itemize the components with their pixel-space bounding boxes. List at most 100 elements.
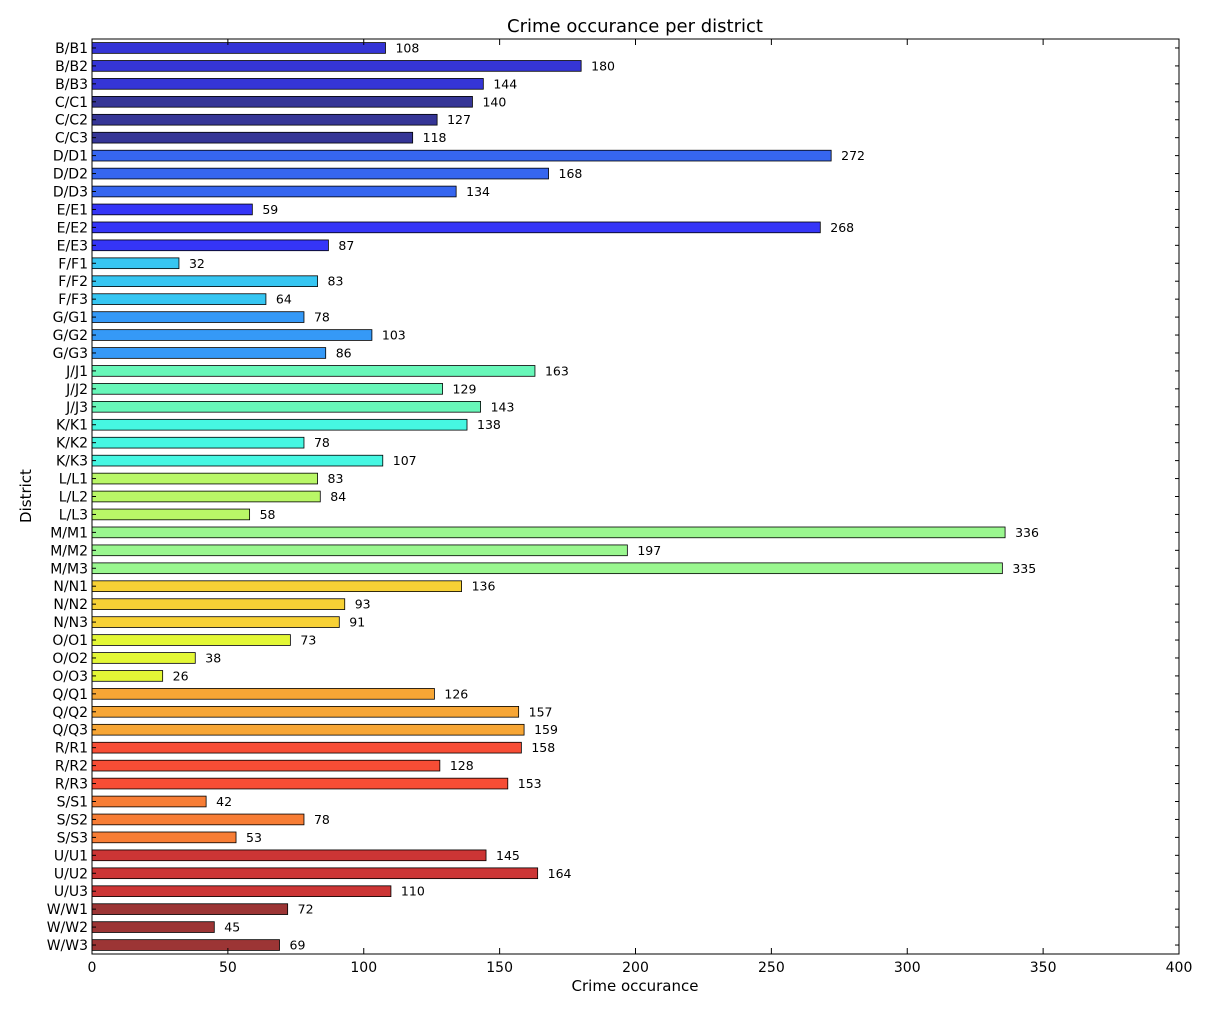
bar-value-label: 91 [349,615,365,630]
bar-value-label: 83 [328,471,344,486]
y-tick-label: C/C1 [55,95,88,111]
bar-value-label: 153 [518,776,542,791]
y-tick-label: W/W1 [47,902,88,918]
bar-value-label: 129 [453,381,477,396]
y-tick-label: K/K3 [56,454,88,470]
bar-s-s2 [91,813,305,826]
y-tick-label: Q/Q2 [52,705,88,721]
y-tick-label: M/M2 [50,543,88,559]
bar-k-k3 [91,454,384,467]
bar-r-r2 [91,759,441,772]
bar-d-d3 [91,185,457,198]
bar-w-w3 [91,939,280,951]
bar-value-label: 138 [477,417,501,432]
bar-value-label: 78 [314,812,330,827]
bar-value-label: 143 [491,399,515,414]
chart-title: Crime occurance per district [507,16,763,37]
y-tick-label: S/S3 [57,830,88,846]
bar-f-f1 [91,257,180,270]
bar-b-b3 [91,78,484,90]
bar-value-label: 78 [314,310,330,325]
bar-e-e2 [91,221,821,234]
bar-value-label: 86 [336,345,352,360]
bar-value-label: 134 [466,184,490,199]
bar-n-n2 [91,598,346,610]
bar-q-q3 [91,723,525,736]
bar-k-k2 [91,436,305,449]
bar-w-w1 [91,903,289,915]
bar-c-c1 [91,96,473,108]
y-tick-label: F/F3 [58,292,88,308]
y-tick-label: U/U3 [54,884,88,900]
bar-d-d2 [91,167,549,180]
y-tick-label: N/N2 [53,597,88,613]
x-tick-label: 200 [622,960,649,976]
y-tick-label: G/G2 [53,328,88,344]
bar-value-label: 180 [591,58,615,73]
bar-o-o3 [91,670,164,682]
y-tick-label: U/U1 [54,848,88,864]
bars-group [91,42,1006,951]
bar-f-f3 [91,293,267,305]
bar-value-label: 268 [830,220,854,235]
y-tick-label: L/L3 [59,507,88,523]
y-axis-label: District [17,469,35,523]
bar-value-label: 32 [189,256,205,271]
bar-u-u2 [91,867,539,880]
y-tick-label: F/F1 [58,256,88,272]
x-tick-label: 0 [88,960,97,976]
y-tick-label: J/J3 [65,400,88,416]
bar-r-r1 [91,741,522,754]
bar-value-label: 53 [246,830,262,845]
bar-l-l3 [91,508,251,521]
bar-value-label: 108 [395,40,419,55]
y-tick-label: Q/Q1 [52,687,88,703]
bar-value-label: 73 [300,633,316,648]
bar-l-l2 [91,490,321,503]
bar-g-g3 [91,347,327,359]
y-tick-label: E/E3 [57,238,88,254]
y-tick-label: U/U2 [54,866,88,882]
bar-n-n3 [91,616,340,628]
x-axis-ticks: 0 50 100 150 200 250 300 350 400 [88,39,1193,976]
y-tick-label: Q/Q3 [52,723,88,739]
bar-value-label: 335 [1012,561,1036,576]
y-tick-label: W/W2 [47,920,88,936]
bar-value-label: 84 [330,489,346,504]
x-tick-label: 300 [894,960,921,976]
bar-g-g1 [91,311,305,323]
y-tick-label: N/N3 [53,615,88,631]
y-tick-label: R/R1 [55,741,88,757]
bar-value-label: 197 [637,543,661,558]
y-tick-label: R/R2 [55,759,88,775]
bar-value-label: 158 [531,740,555,755]
bar-value-label: 69 [290,938,306,953]
y-tick-label: G/G3 [53,346,88,362]
bar-s-s3 [91,831,237,844]
y-tick-label: E/E1 [57,202,88,218]
x-axis-label: Crime occurance [572,977,699,995]
bar-value-label: 157 [529,704,553,719]
y-tick-label: O/O3 [52,669,88,685]
y-tick-label: D/D2 [53,167,88,183]
x-tick-label: 400 [1166,960,1193,976]
bar-value-label: 58 [260,507,276,522]
bar-value-label: 159 [534,722,558,737]
bar-value-label: 145 [496,848,520,863]
bar-e-e1 [91,203,253,216]
y-axis-ticks: B/B1 B/B2 B/B3 C/C1 C/C2 C/C3 D/D1 D/D2 D/D3E/E1… [47,41,1179,954]
y-tick-label: K/K2 [56,436,88,452]
bar-value-label: 272 [841,148,865,163]
bar-value-label: 93 [355,597,371,612]
bar-u-u1 [91,849,487,862]
bar-j-j2 [91,383,443,395]
bar-e-e3 [91,239,329,252]
bar-r-r3 [91,777,509,790]
y-tick-label: B/B1 [55,41,88,57]
bar-value-label: 127 [447,112,471,127]
bar-value-label: 168 [559,166,583,181]
bar-value-label: 163 [545,363,569,378]
